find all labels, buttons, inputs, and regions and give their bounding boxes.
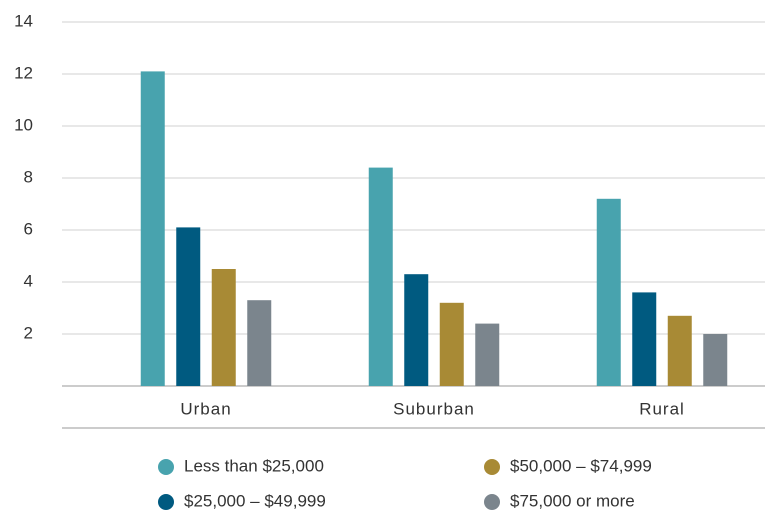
bar (368, 167, 393, 386)
bar (140, 71, 165, 387)
bar (247, 300, 272, 386)
legend-label: $50,000 – $74,999 (510, 456, 652, 475)
bar (703, 334, 728, 386)
bar (596, 198, 621, 386)
bar (667, 315, 692, 386)
y-tick-label: 8 (24, 167, 33, 186)
y-tick-label: 12 (14, 63, 33, 82)
legend-swatch (158, 494, 174, 510)
y-tick-label: 4 (24, 271, 33, 290)
legend-label: $75,000 or more (510, 491, 635, 510)
legend-label: Less than $25,000 (184, 456, 324, 475)
bar (404, 274, 429, 386)
bar (211, 269, 236, 386)
y-tick-label: 6 (24, 219, 33, 238)
y-tick-label: 14 (14, 11, 33, 30)
legend-swatch (158, 459, 174, 475)
x-tick-label: Rural (639, 399, 685, 418)
legend-swatch (484, 459, 500, 475)
legend-swatch (484, 494, 500, 510)
bar (439, 302, 464, 386)
x-tick-label: Suburban (393, 399, 475, 418)
legend-label: $25,000 – $49,999 (184, 491, 326, 510)
bar (632, 292, 657, 386)
bar (475, 323, 500, 386)
y-tick-label: 2 (24, 323, 33, 342)
x-tick-label: Urban (180, 399, 231, 418)
bar (176, 227, 201, 386)
y-tick-label: 10 (14, 115, 33, 134)
